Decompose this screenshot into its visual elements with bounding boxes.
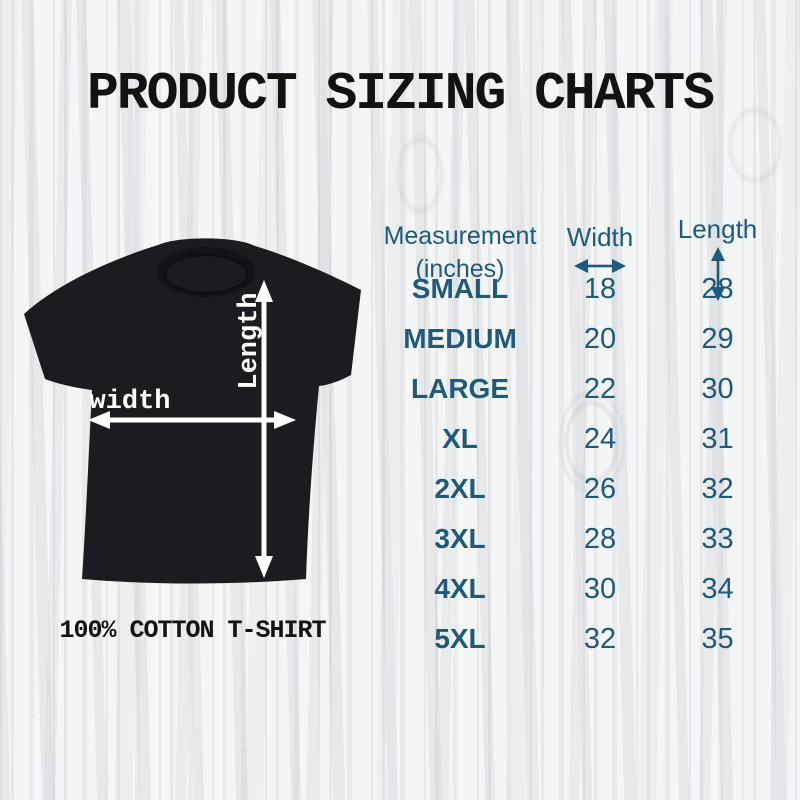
size-cell: MEDIUM — [403, 323, 517, 354]
length-label: Length — [677, 214, 758, 244]
shirt-width-label: width — [89, 387, 170, 417]
length-cell: 34 — [701, 572, 734, 605]
measurement-label: Measurement — [383, 222, 537, 250]
shirt-length-arrow-icon — [255, 280, 273, 578]
length-cell: 29 — [701, 322, 734, 355]
length-vertical-arrow-icon — [710, 247, 725, 301]
width-cell: 18 — [583, 272, 617, 305]
length-cell: 35 — [701, 622, 734, 655]
width-cell: 24 — [583, 422, 617, 455]
length-cell: 28 — [701, 272, 734, 305]
size-cell: 3XL — [434, 523, 486, 554]
collar-inner — [164, 254, 248, 294]
size-cell: 2XL — [434, 473, 486, 504]
column-header-length: Length — [677, 214, 758, 306]
size-cell: LARGE — [411, 373, 509, 404]
width-cell: 20 — [583, 322, 617, 355]
measurement-unit-label: (inches) — [415, 254, 505, 283]
width-cell: 22 — [583, 372, 617, 405]
width-cell: 26 — [583, 472, 617, 505]
column-header-measurement: Measurement (inches) — [384, 214, 537, 312]
size-cell: 4XL — [434, 573, 486, 604]
shirt-width-arrow-icon — [88, 411, 296, 429]
width-cell: 30 — [583, 572, 617, 605]
length-cell: 31 — [701, 422, 734, 455]
column-header-width: Width — [567, 214, 633, 314]
shirt-length-label: Length — [235, 292, 265, 389]
size-cell: SMALL — [411, 273, 509, 304]
shirt-material-caption: 100% COTTON T-SHIRT — [59, 616, 326, 645]
length-cell: 30 — [701, 372, 734, 405]
width-label: Width — [566, 222, 634, 252]
size-cell: XL — [442, 423, 478, 454]
size-table: Measurement (inches) Width Length SMALL … — [380, 214, 780, 664]
width-horizontal-arrow-icon — [574, 259, 626, 273]
length-cell: 32 — [701, 472, 734, 505]
width-cell: 28 — [583, 522, 617, 555]
page-title: PRODUCT SIZING CHARTS — [87, 64, 715, 124]
width-cell: 32 — [583, 622, 617, 655]
tshirt-shape — [24, 238, 361, 584]
length-cell: 33 — [701, 522, 734, 555]
tshirt-illustration: width Length — [18, 228, 368, 603]
tshirt-svg: width Length — [24, 238, 361, 584]
size-cell: 5XL — [434, 623, 486, 654]
